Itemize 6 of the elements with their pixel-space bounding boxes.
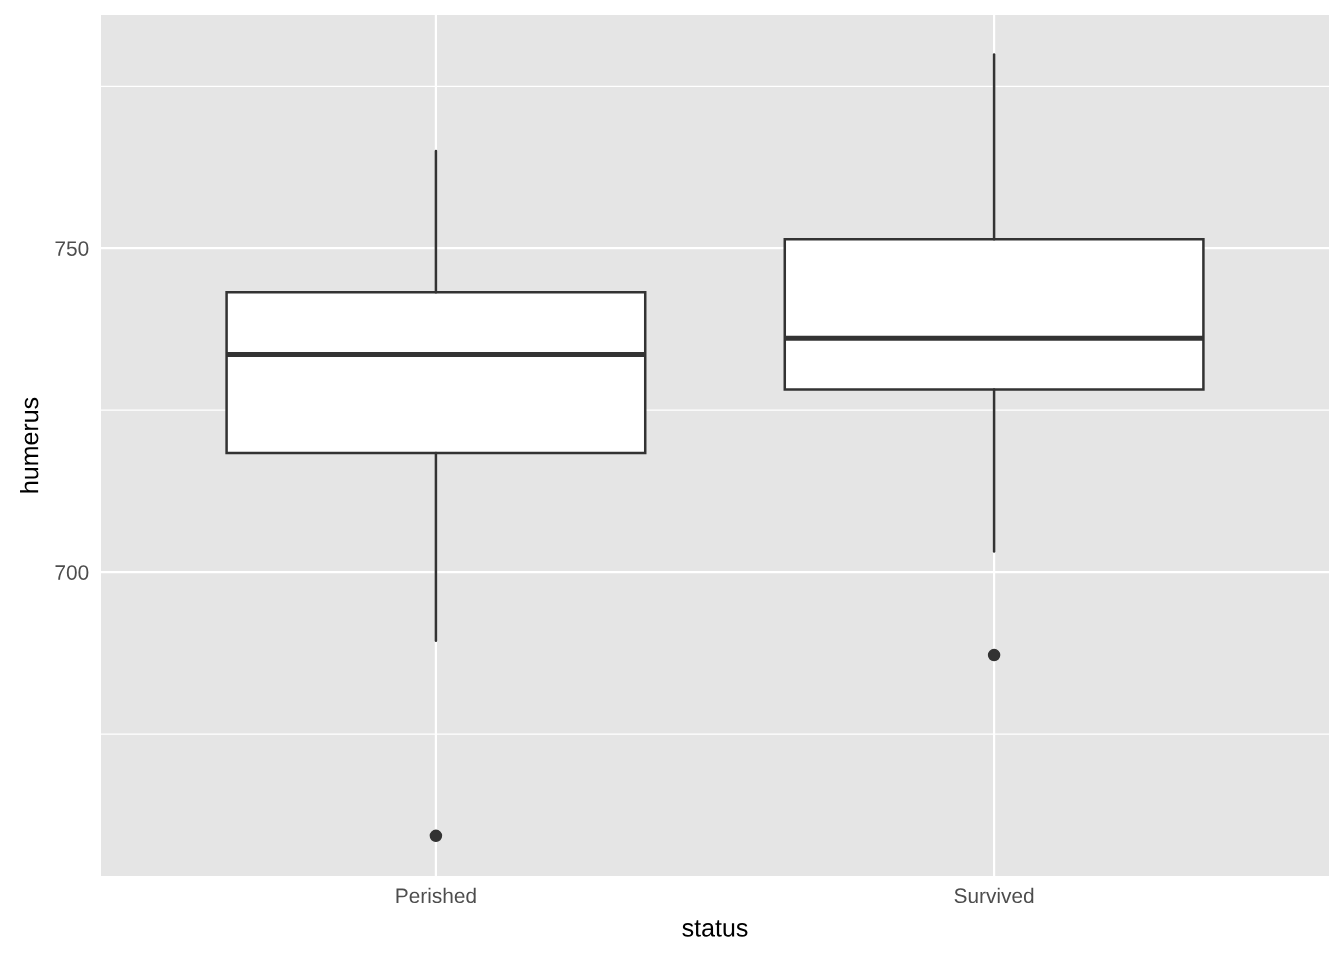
y-axis-title: humerus bbox=[20, 397, 39, 493]
y-tick-label: 700 bbox=[55, 565, 89, 580]
x-tick-label: Survived bbox=[954, 887, 1034, 904]
x-axis-title: status bbox=[682, 920, 748, 937]
y-tick-label: 750 bbox=[55, 241, 89, 256]
x-tick-label: Perished bbox=[396, 887, 476, 904]
